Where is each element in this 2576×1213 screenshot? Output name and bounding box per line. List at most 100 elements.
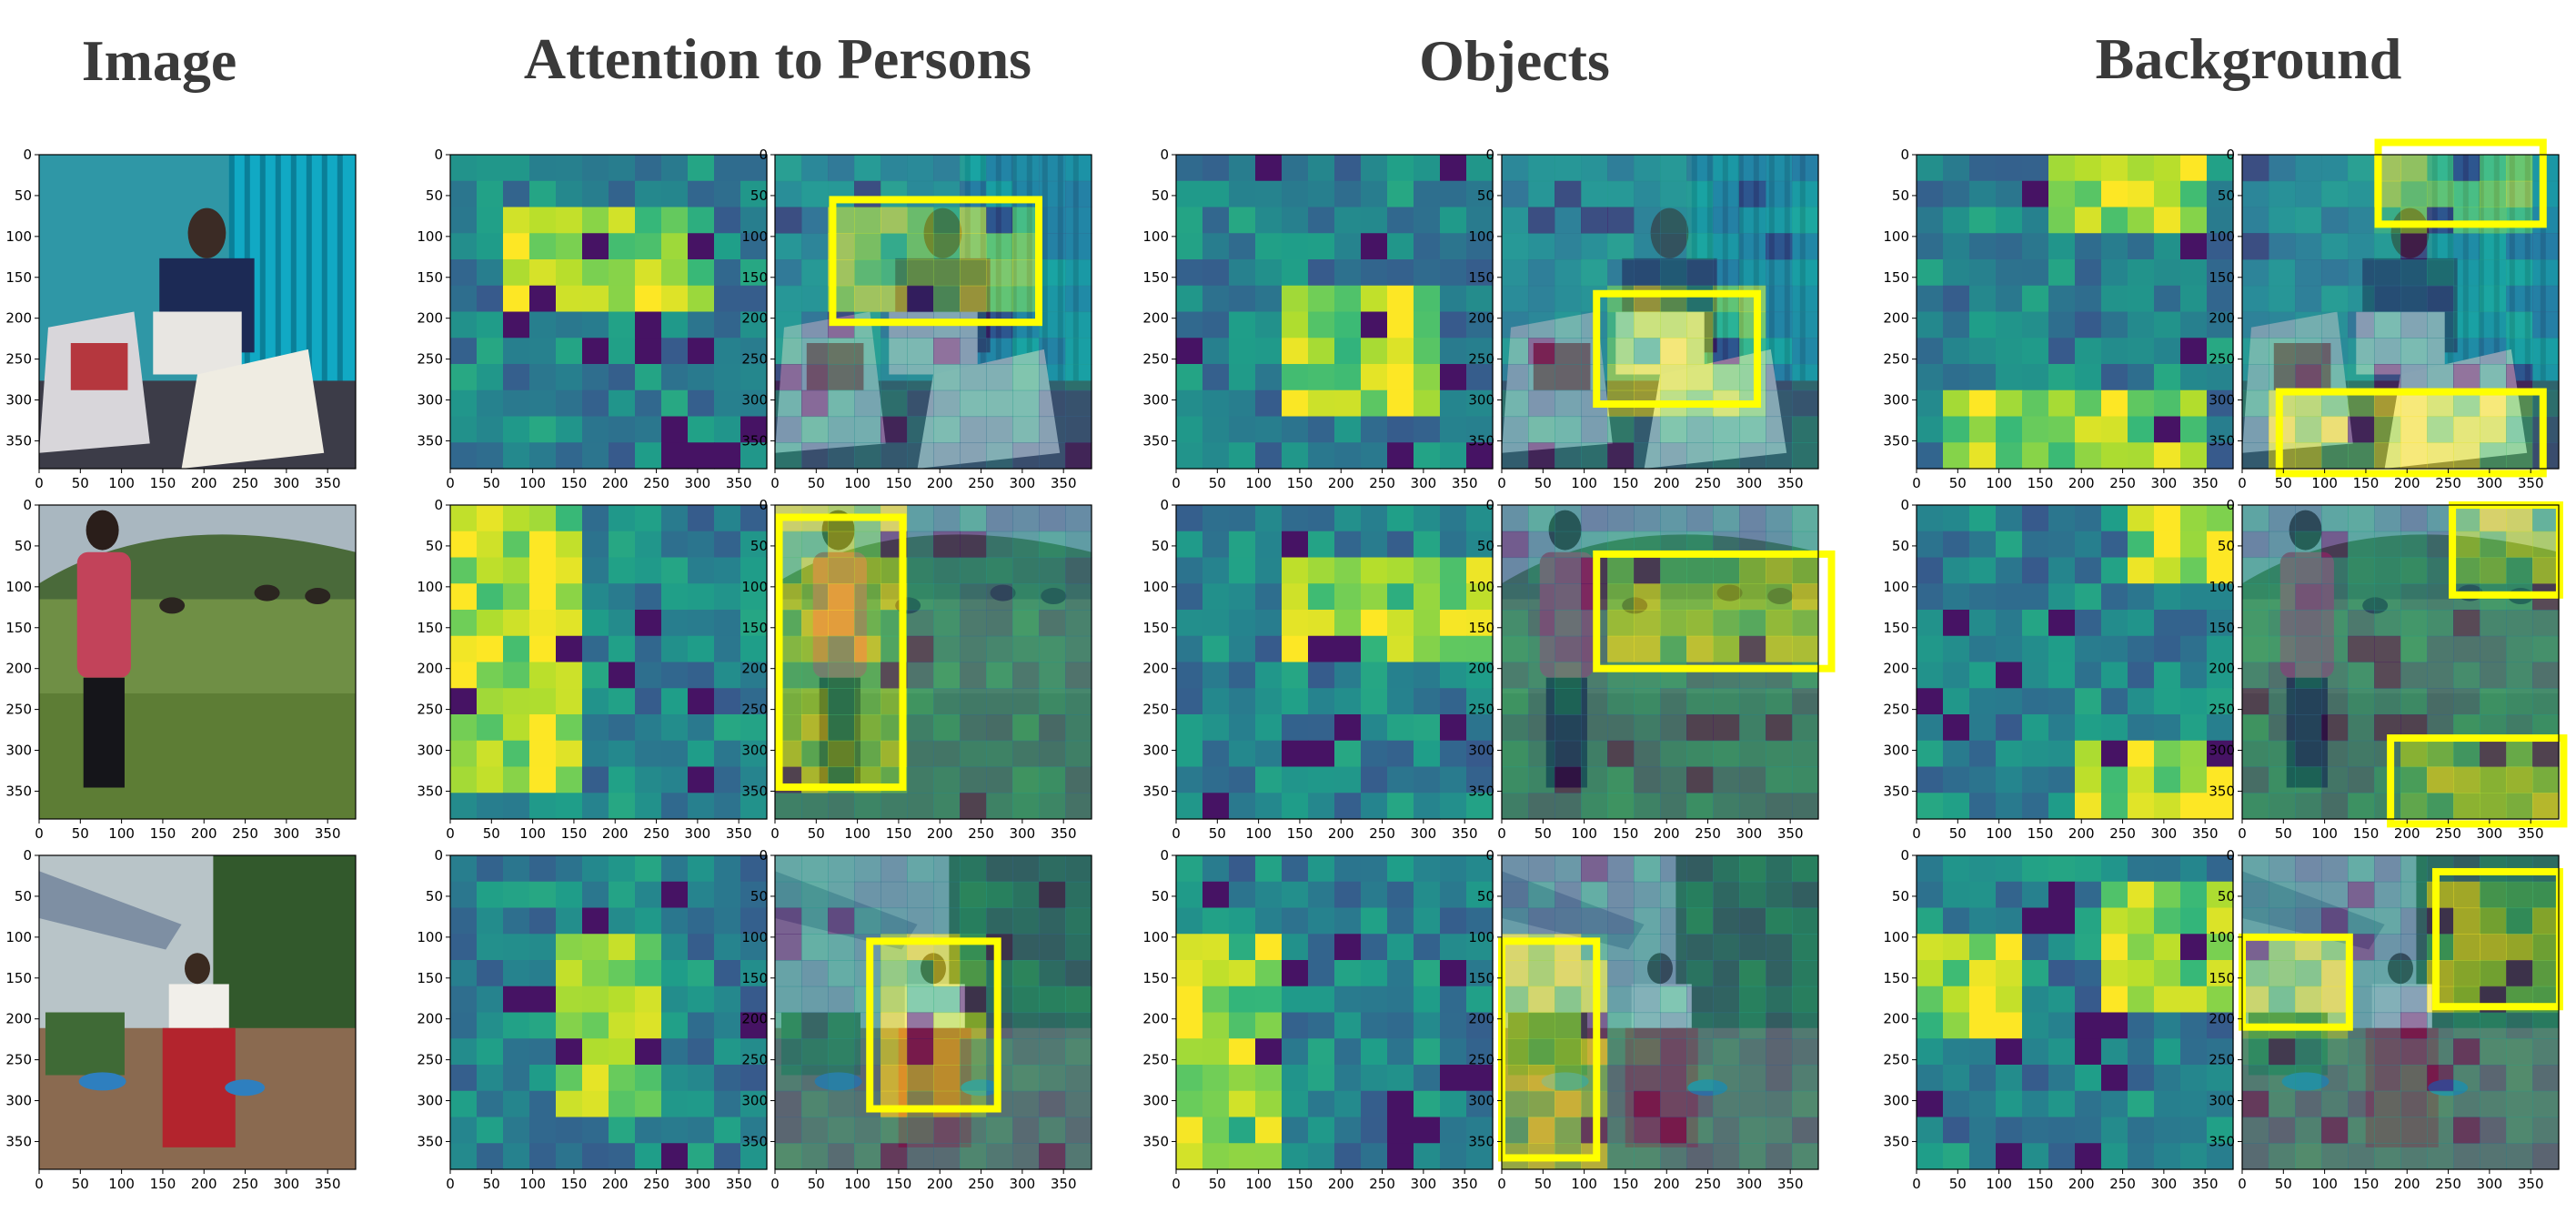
heatmap-cell xyxy=(880,389,908,418)
heatmap-cell xyxy=(1996,180,2023,208)
heatmap-cell xyxy=(2480,285,2507,313)
x-tick-label: 150 xyxy=(561,475,588,491)
heatmap-cell xyxy=(2321,907,2349,935)
heatmap-cell xyxy=(1502,311,1529,339)
heatmap-cell xyxy=(2154,662,2181,689)
heatmap-cell xyxy=(1202,986,1230,1014)
y-tick-label: 300 xyxy=(1468,392,1494,409)
heatmap-cell xyxy=(1969,557,1997,584)
heatmap-cell xyxy=(1917,714,1944,742)
heatmap-cell xyxy=(1012,259,1040,287)
heatmap-cell xyxy=(1012,583,1040,611)
heatmap-cell xyxy=(661,740,689,768)
heatmap-cell xyxy=(1634,1117,1661,1144)
heatmap-cell xyxy=(1581,793,1608,820)
heatmap-cell xyxy=(714,610,741,637)
heatmap-cell xyxy=(1766,793,1793,820)
heatmap-cell xyxy=(2207,766,2234,794)
heatmap-cell xyxy=(986,338,1013,365)
heatmap-cell xyxy=(1943,557,1970,584)
heatmap-cell xyxy=(2207,1117,2234,1144)
heatmap-cell xyxy=(2532,1065,2560,1092)
heatmap-cell xyxy=(2269,688,2296,715)
heatmap-cell xyxy=(2048,505,2076,532)
heatmap-cell xyxy=(2374,1090,2401,1118)
heatmap-cell xyxy=(2400,1065,2428,1092)
heatmap-cell xyxy=(2101,714,2128,742)
y-tick-label: 0 xyxy=(1485,847,1494,864)
heatmap-cell xyxy=(1387,207,1414,234)
heatmap-cell xyxy=(1943,505,1970,532)
heatmap-cell xyxy=(609,907,636,935)
heatmap-cell xyxy=(2480,1012,2507,1039)
heatmap-cell xyxy=(2048,416,2076,443)
panel-persons-heatmap: 0 50 100 150 200 250 300 3500501001502002503003… xyxy=(417,147,768,491)
heatmap-cell xyxy=(2154,531,2181,559)
x-tick-label: 50 xyxy=(808,1176,825,1192)
heatmap-cell xyxy=(714,207,741,234)
heatmap-cell xyxy=(1065,285,1092,313)
heatmap-cell xyxy=(933,714,961,742)
heatmap-cell xyxy=(907,610,934,637)
heatmap-cell xyxy=(2075,505,2102,532)
heatmap-cell xyxy=(1202,714,1230,742)
heatmap-cell xyxy=(1414,505,1441,532)
heatmap-cell xyxy=(1660,338,1687,365)
heatmap-cell xyxy=(609,1012,636,1039)
heatmap-cell xyxy=(2022,557,2049,584)
heatmap-cell xyxy=(1686,311,1714,339)
heatmap-cell xyxy=(1943,714,1970,742)
heatmap-cell xyxy=(880,207,908,234)
heatmap-cell xyxy=(503,1065,530,1092)
heatmap-cell xyxy=(2101,766,2128,794)
heatmap-cell xyxy=(609,1065,636,1092)
heatmap-cell xyxy=(2348,557,2375,584)
heatmap-cell xyxy=(960,259,987,287)
heatmap-cell xyxy=(1528,442,1555,470)
heatmap-cell xyxy=(1969,1117,1997,1144)
heatmap-cell xyxy=(661,505,689,532)
x-tick-label: 200 xyxy=(602,825,629,842)
heatmap-cell xyxy=(1502,635,1529,663)
heatmap-cell xyxy=(986,1143,1013,1170)
x-tick-label: 50 xyxy=(2275,475,2292,491)
heatmap-cell xyxy=(907,285,934,313)
heatmap-cell xyxy=(1012,688,1040,715)
heatmap-cell xyxy=(529,855,557,883)
heatmap-cell xyxy=(1581,881,1608,909)
heatmap-cell xyxy=(1065,907,1092,935)
heatmap-cell xyxy=(1229,180,1256,208)
panel-background-overlay: 0 50 100 150 200 250 300 3500501001502002503003… xyxy=(2209,847,2563,1192)
y-tick-label: 200 xyxy=(1883,661,1909,677)
heatmap-cell xyxy=(609,793,636,820)
heatmap-cell xyxy=(1634,583,1661,611)
heatmap-cell xyxy=(960,505,987,532)
heatmap-cell xyxy=(1334,1038,1362,1066)
heatmap-cell xyxy=(1766,338,1793,365)
heatmap-cell xyxy=(1502,557,1529,584)
heatmap-cell xyxy=(1012,155,1040,182)
heatmap-cell xyxy=(661,1065,689,1092)
heatmap-cell xyxy=(2075,389,2102,418)
heatmap-cell xyxy=(661,338,689,365)
x-tick-label: 200 xyxy=(1328,825,1354,842)
heatmap-cell xyxy=(2321,259,2349,287)
x-tick-label: 0 xyxy=(1172,825,1181,842)
heatmap-cell xyxy=(2128,583,2155,611)
heatmap-cell xyxy=(1387,855,1414,883)
heatmap-cell xyxy=(1996,259,2023,287)
heatmap-cell xyxy=(2048,389,2076,418)
heatmap-cell xyxy=(775,1117,802,1144)
heatmap-cell xyxy=(1466,793,1494,820)
heatmap-cell xyxy=(1308,442,1335,470)
heatmap-cell xyxy=(688,207,715,234)
heatmap-cell xyxy=(661,1143,689,1170)
heatmap-cell xyxy=(2128,793,2155,820)
heatmap-cell xyxy=(2374,416,2401,443)
heatmap-cell xyxy=(1308,610,1335,637)
heatmap-cell xyxy=(1686,766,1714,794)
heatmap-cell xyxy=(1308,793,1335,820)
heatmap-cell xyxy=(740,364,768,391)
heatmap-cell xyxy=(2506,442,2533,470)
heatmap-cell xyxy=(1176,505,1203,532)
